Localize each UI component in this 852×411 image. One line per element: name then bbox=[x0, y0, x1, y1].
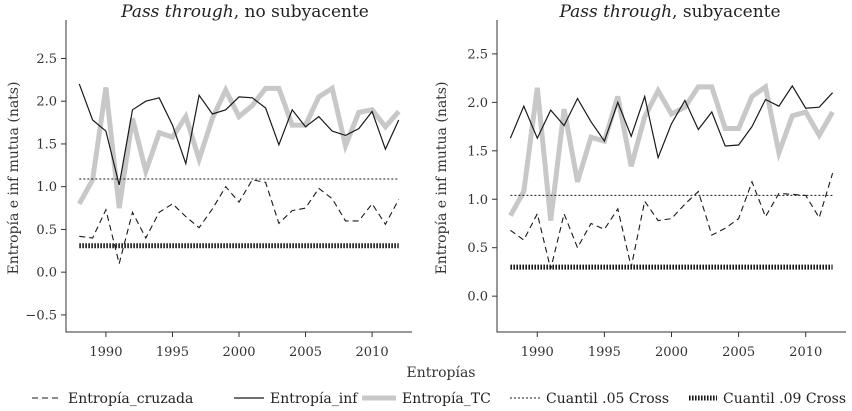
panel-title: Pass through, subyacente bbox=[558, 2, 780, 22]
legend-label-entropia-tc: Entropía_TC bbox=[402, 391, 491, 407]
y-tick-label: −0.5 bbox=[25, 308, 57, 323]
x-tick-label: 1990 bbox=[521, 345, 554, 360]
panel-title-rest: , subyacente bbox=[672, 2, 781, 22]
panel-title-italic: Pass through bbox=[120, 2, 234, 22]
x-axis-label: Entropías bbox=[407, 365, 476, 381]
series-line-entropia-tc bbox=[77, 84, 401, 209]
y-tick-label: 2.0 bbox=[467, 96, 488, 111]
x-tick-label: 2000 bbox=[655, 345, 688, 360]
x-tick-label: 2010 bbox=[356, 345, 389, 360]
axis-lines bbox=[65, 20, 412, 333]
series-line-entropia-cruzada bbox=[79, 179, 400, 264]
panel-title: Pass through, no subyacente bbox=[120, 2, 369, 22]
y-tick-label: 0.5 bbox=[467, 241, 488, 256]
y-tick-label: 1.5 bbox=[36, 137, 57, 152]
y-axis-label: Entropía e inf mutua (nats) bbox=[434, 82, 450, 275]
y-tick-label: 2.5 bbox=[467, 47, 488, 62]
legend-label-entropia-inf: Entropía_inf bbox=[270, 391, 359, 407]
series-line-entropia-inf bbox=[78, 83, 400, 186]
y-tick-label: 0.0 bbox=[36, 266, 57, 281]
legend: Entropía_cruzada Entropía_inf Entropía_TC C… bbox=[32, 391, 846, 407]
x-tick-label: 1995 bbox=[588, 345, 621, 360]
axis-lines bbox=[496, 20, 846, 333]
y-tick-label: 1.5 bbox=[467, 144, 488, 159]
y-tick-label: 0.5 bbox=[36, 223, 57, 238]
y-tick-label: 1.0 bbox=[36, 180, 57, 195]
series-line-entropia-inf bbox=[509, 84, 834, 160]
series-line-entropia-cruzada bbox=[510, 172, 834, 270]
legend-label-entropia-cruzada: Entropía_cruzada bbox=[68, 391, 193, 407]
y-tick-label: 2.0 bbox=[36, 95, 57, 110]
x-tick-label: 1995 bbox=[156, 345, 189, 360]
panel-subyacente: Pass through, subyacente Entropía e inf … bbox=[434, 2, 846, 360]
panel-title-italic: Pass through bbox=[558, 2, 672, 22]
legend-label-cuantil-09-cross: Cuantil .09 Cross bbox=[723, 391, 846, 407]
panel-no-subyacente: Pass through, no subyacente Entropía e i… bbox=[6, 2, 412, 360]
y-tick-label: 0.0 bbox=[467, 290, 488, 305]
x-tick-label: 2005 bbox=[289, 345, 322, 360]
panel-title-rest: , no subyacente bbox=[234, 2, 369, 22]
x-tick-label: 2000 bbox=[222, 345, 255, 360]
x-tick-label: 2010 bbox=[789, 345, 822, 360]
y-axis-label: Entropía e inf mutua (nats) bbox=[6, 82, 22, 275]
x-tick-label: 1990 bbox=[89, 345, 122, 360]
series-line-entropia-tc bbox=[508, 82, 835, 221]
x-tick-label: 2005 bbox=[722, 345, 755, 360]
legend-label-cuantil-05-cross: Cuantil .05 Cross bbox=[546, 391, 669, 407]
y-tick-label: 1.0 bbox=[467, 193, 488, 208]
y-tick-label: 2.5 bbox=[36, 52, 57, 67]
